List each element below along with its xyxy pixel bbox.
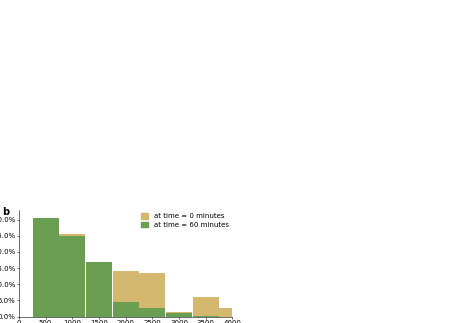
Bar (59, 236, 85, 317)
Bar (33, 218, 59, 317)
Bar (59, 234, 85, 317)
Bar (219, 308, 246, 317)
Text: b: b (2, 207, 9, 217)
Bar (112, 271, 139, 317)
Bar (112, 302, 139, 317)
Legend: at time = 0 minutes, at time = 60 minutes: at time = 0 minutes, at time = 60 minute… (141, 214, 229, 228)
Bar (86, 262, 112, 317)
Bar (192, 316, 219, 317)
Bar (192, 297, 219, 317)
Bar (33, 236, 59, 317)
Bar (86, 262, 112, 317)
Bar (166, 312, 192, 317)
Bar (166, 313, 192, 317)
Bar (139, 308, 165, 317)
Bar (139, 273, 165, 317)
